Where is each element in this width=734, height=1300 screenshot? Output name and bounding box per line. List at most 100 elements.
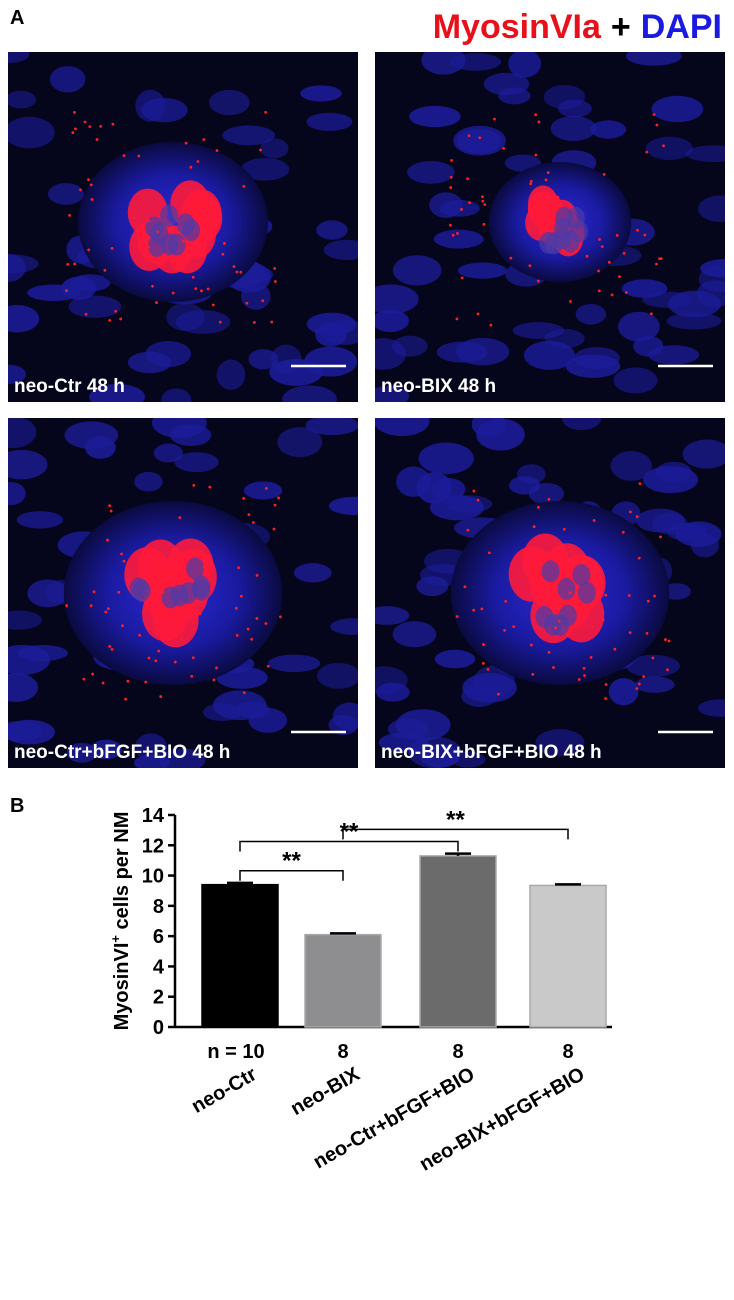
nucleus — [323, 239, 358, 260]
stain-red: MyosinVIa — [433, 8, 602, 46]
puncta — [604, 697, 608, 700]
puncta — [556, 195, 560, 199]
nucleus — [268, 654, 321, 673]
y-label-sup: + — [108, 935, 123, 943]
puncta — [171, 291, 175, 295]
nucleus — [241, 157, 290, 181]
puncta — [146, 245, 150, 249]
puncta — [73, 262, 77, 266]
nucleus — [590, 120, 627, 139]
nucleus — [375, 418, 430, 437]
nucleus — [562, 418, 602, 431]
significance-label: ** — [340, 819, 359, 846]
puncta — [621, 530, 625, 534]
nucleus — [8, 449, 48, 480]
nucleus — [375, 309, 410, 333]
puncta — [570, 549, 574, 553]
puncta — [126, 679, 130, 683]
bar — [304, 933, 382, 1028]
puncta — [659, 257, 663, 260]
nucleus — [613, 367, 658, 394]
puncta — [598, 238, 601, 241]
puncta — [667, 639, 671, 643]
puncta — [137, 154, 141, 158]
significance-bracket — [342, 828, 569, 840]
nucleus — [8, 610, 43, 630]
nucleus — [66, 742, 98, 763]
nucleus — [282, 385, 337, 402]
puncta — [178, 516, 182, 519]
nucleus — [134, 471, 163, 492]
puncta — [270, 320, 274, 324]
puncta — [208, 485, 212, 489]
puncta — [237, 566, 241, 570]
significance-label: ** — [446, 806, 465, 833]
y-tick-label: 8 — [153, 896, 164, 918]
nucleus — [85, 436, 116, 459]
nucleus — [158, 748, 206, 768]
puncta — [503, 628, 506, 632]
nucleus — [375, 385, 410, 402]
puncta — [151, 284, 154, 288]
puncta — [264, 110, 268, 114]
nucleus — [471, 418, 506, 438]
puncta — [547, 551, 550, 554]
puncta — [109, 509, 113, 513]
puncta — [613, 647, 617, 651]
puncta — [239, 594, 243, 598]
micrograph: neo-BIX+bFGF+BIO 48 h — [375, 418, 725, 768]
puncta — [547, 650, 551, 654]
nucleus — [8, 364, 27, 384]
puncta — [114, 309, 118, 313]
nucleus — [456, 337, 510, 366]
puncta — [466, 177, 469, 181]
nucleus — [449, 53, 502, 71]
nucleus — [376, 682, 410, 702]
puncta — [460, 208, 463, 211]
nucleus — [27, 579, 68, 608]
puncta — [259, 148, 262, 152]
puncta — [68, 213, 71, 217]
puncta — [159, 695, 163, 698]
nucleus-dark — [577, 581, 596, 604]
puncta — [449, 186, 453, 189]
puncta — [460, 276, 464, 280]
puncta — [478, 136, 482, 140]
error-bar — [555, 883, 581, 886]
nucleus — [392, 621, 437, 648]
puncta — [635, 515, 639, 519]
puncta — [95, 138, 99, 141]
puncta — [577, 678, 581, 681]
nucleus — [127, 351, 172, 374]
puncta — [239, 270, 243, 274]
puncta — [223, 242, 226, 245]
puncta — [156, 230, 160, 234]
puncta — [182, 240, 185, 243]
puncta — [486, 667, 490, 671]
puncta — [173, 264, 177, 268]
y-tick-label: 2 — [153, 987, 164, 1009]
puncta — [196, 160, 200, 163]
puncta — [472, 608, 476, 612]
nucleus — [316, 662, 358, 689]
nucleus — [508, 52, 542, 78]
nucleus — [216, 359, 246, 390]
puncta — [662, 144, 665, 148]
puncta — [482, 222, 486, 226]
puncta — [154, 659, 158, 663]
nucleus-dark — [554, 217, 573, 240]
n-label: n = 10 — [207, 1041, 264, 1063]
puncta — [568, 591, 572, 595]
puncta — [624, 291, 628, 294]
puncta — [607, 260, 611, 264]
puncta — [554, 626, 558, 630]
puncta — [111, 122, 115, 126]
nucleus — [700, 259, 725, 278]
nucleus — [293, 563, 332, 583]
puncta — [602, 172, 606, 176]
nucleus — [153, 443, 183, 463]
nucleus — [8, 481, 26, 506]
puncta — [600, 245, 604, 249]
puncta — [90, 198, 94, 201]
